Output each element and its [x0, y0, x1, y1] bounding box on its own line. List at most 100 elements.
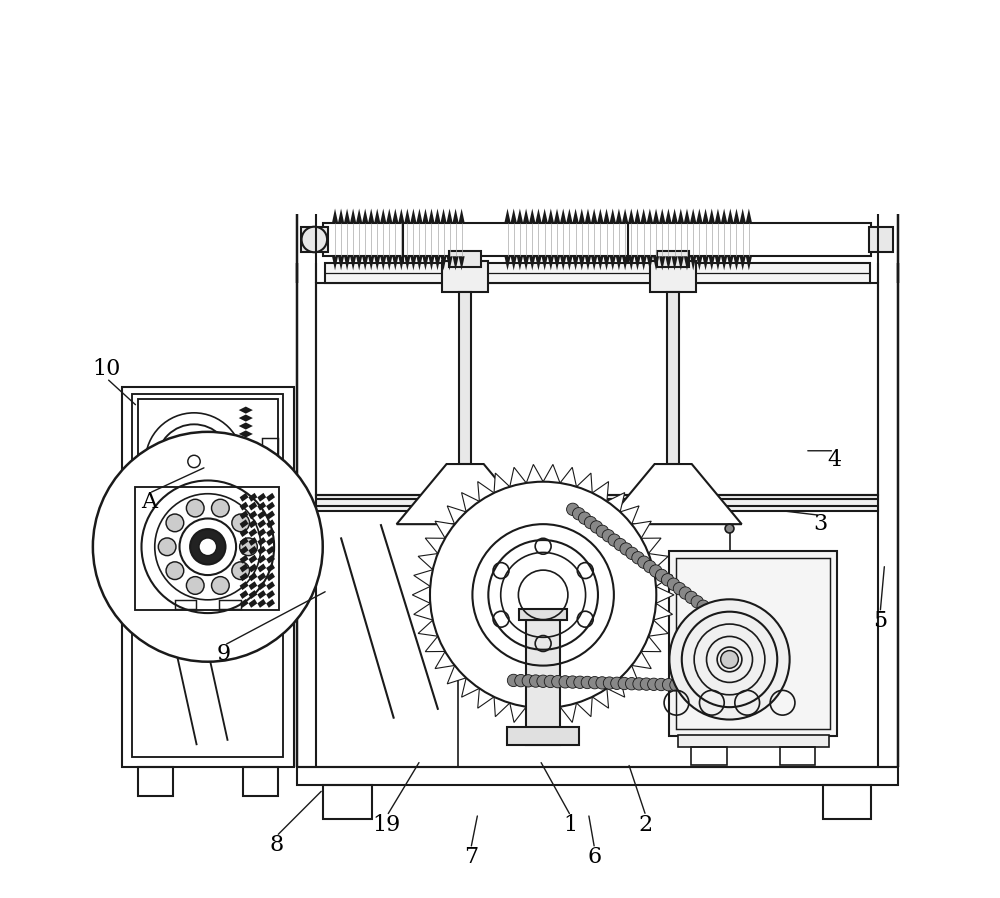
Polygon shape — [248, 590, 257, 599]
Circle shape — [603, 677, 616, 690]
Circle shape — [157, 425, 231, 498]
Bar — [449, 251, 481, 268]
Bar — [657, 251, 689, 268]
Polygon shape — [368, 256, 374, 270]
Polygon shape — [620, 506, 639, 524]
Polygon shape — [240, 564, 248, 572]
Polygon shape — [577, 697, 592, 717]
Polygon shape — [248, 546, 257, 555]
Circle shape — [507, 674, 520, 687]
Polygon shape — [257, 537, 266, 546]
Polygon shape — [566, 208, 572, 223]
Polygon shape — [422, 208, 428, 223]
Polygon shape — [709, 208, 715, 223]
Polygon shape — [616, 256, 622, 270]
Circle shape — [673, 583, 686, 594]
Bar — [459, 292, 471, 464]
Polygon shape — [622, 256, 628, 270]
Polygon shape — [248, 572, 257, 581]
Polygon shape — [653, 603, 673, 620]
Circle shape — [573, 507, 585, 520]
Circle shape — [633, 678, 645, 690]
Circle shape — [522, 674, 534, 687]
Polygon shape — [665, 256, 672, 270]
Bar — [122, 387, 294, 767]
Polygon shape — [526, 464, 543, 483]
Polygon shape — [240, 555, 248, 564]
Polygon shape — [605, 464, 742, 524]
Text: 3: 3 — [813, 513, 827, 535]
Polygon shape — [240, 502, 248, 511]
Circle shape — [180, 518, 236, 575]
Polygon shape — [441, 208, 447, 223]
Polygon shape — [248, 555, 257, 564]
Circle shape — [611, 677, 623, 690]
Bar — [297, 767, 898, 785]
Circle shape — [661, 574, 674, 586]
Polygon shape — [647, 208, 653, 223]
Circle shape — [648, 678, 660, 691]
Polygon shape — [257, 572, 266, 581]
Polygon shape — [386, 208, 392, 223]
Text: 6: 6 — [588, 847, 602, 868]
Polygon shape — [690, 256, 696, 270]
Polygon shape — [266, 572, 275, 581]
Circle shape — [638, 556, 650, 568]
Polygon shape — [641, 208, 647, 223]
Circle shape — [614, 539, 626, 550]
Polygon shape — [332, 256, 338, 270]
Polygon shape — [628, 208, 634, 223]
Polygon shape — [380, 208, 386, 223]
Polygon shape — [248, 519, 257, 528]
Circle shape — [166, 562, 184, 579]
Polygon shape — [416, 208, 422, 223]
Circle shape — [232, 514, 250, 532]
Polygon shape — [239, 422, 253, 429]
Bar — [138, 399, 278, 505]
Polygon shape — [585, 256, 591, 270]
Bar — [175, 600, 196, 609]
Polygon shape — [332, 208, 338, 223]
Polygon shape — [459, 256, 465, 270]
Polygon shape — [684, 256, 690, 270]
Polygon shape — [721, 256, 727, 270]
Polygon shape — [257, 511, 266, 519]
Polygon shape — [344, 256, 350, 270]
Circle shape — [559, 675, 571, 688]
Polygon shape — [338, 256, 344, 270]
Polygon shape — [398, 256, 404, 270]
Polygon shape — [266, 555, 275, 564]
Polygon shape — [752, 632, 761, 642]
Circle shape — [618, 677, 630, 690]
Polygon shape — [410, 208, 416, 223]
Circle shape — [537, 675, 549, 688]
Polygon shape — [523, 256, 529, 270]
Polygon shape — [691, 642, 699, 653]
Polygon shape — [579, 208, 585, 223]
Polygon shape — [248, 493, 257, 502]
Bar — [219, 600, 241, 609]
Polygon shape — [428, 208, 434, 223]
Bar — [780, 747, 815, 764]
Polygon shape — [542, 208, 548, 223]
Circle shape — [692, 680, 704, 691]
Circle shape — [626, 547, 638, 559]
Polygon shape — [548, 256, 554, 270]
Polygon shape — [239, 407, 253, 414]
Polygon shape — [715, 208, 721, 223]
Circle shape — [212, 499, 229, 517]
Polygon shape — [648, 620, 668, 636]
Polygon shape — [543, 707, 560, 726]
Polygon shape — [462, 678, 479, 697]
Polygon shape — [709, 256, 715, 270]
Polygon shape — [597, 256, 603, 270]
Polygon shape — [535, 208, 542, 223]
Circle shape — [93, 432, 323, 662]
Polygon shape — [239, 471, 253, 478]
Polygon shape — [641, 256, 647, 270]
Circle shape — [707, 680, 719, 692]
Polygon shape — [554, 256, 560, 270]
Polygon shape — [702, 256, 709, 270]
Text: 5: 5 — [873, 611, 887, 632]
Polygon shape — [717, 692, 730, 700]
